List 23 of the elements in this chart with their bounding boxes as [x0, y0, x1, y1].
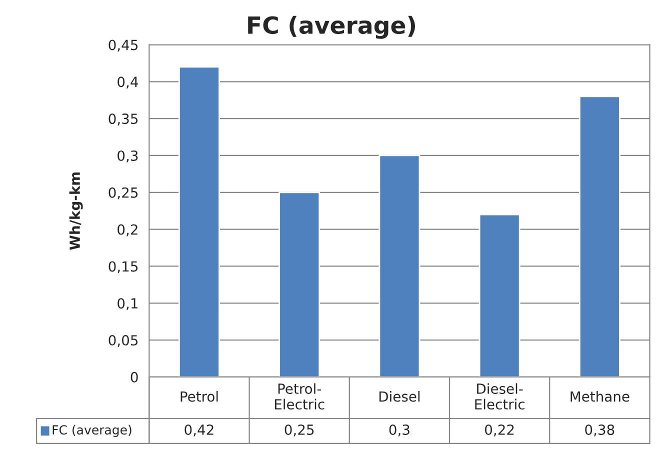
- chart-title: FC (average): [248, 16, 416, 39]
- x-tick-label: Petrol: [180, 391, 218, 402]
- y-tick-label: 0,3: [118, 150, 138, 162]
- y-tick-label: 0,05: [108, 335, 138, 347]
- x-tick-label: Diesel: [379, 391, 420, 402]
- y-tick-label: 0,2: [118, 224, 138, 236]
- data-label: 0,22: [485, 424, 514, 436]
- y-tick-label: 0,4: [118, 76, 138, 89]
- y-tick-label: 0,45: [108, 40, 138, 52]
- x-tick-label: Petrol- Electric: [274, 383, 324, 410]
- data-label: 0,42: [184, 424, 214, 436]
- y-axis-title: Wh/kg-km: [69, 172, 83, 250]
- x-tick-label: Diesel- Electric: [475, 383, 524, 410]
- y-tick-label: 0: [130, 372, 138, 382]
- data-label: 0,3: [389, 424, 410, 436]
- y-tick-label: 0,15: [108, 261, 138, 274]
- legend-label: FC (average): [52, 424, 132, 438]
- data-label: 0,25: [284, 424, 314, 436]
- data-label: 0,38: [585, 424, 614, 436]
- x-tick-label: Methane: [570, 391, 630, 402]
- y-tick-label: 0,1: [118, 298, 138, 310]
- y-tick-label: 0,35: [108, 114, 138, 126]
- y-tick-label: 0,25: [108, 187, 138, 200]
